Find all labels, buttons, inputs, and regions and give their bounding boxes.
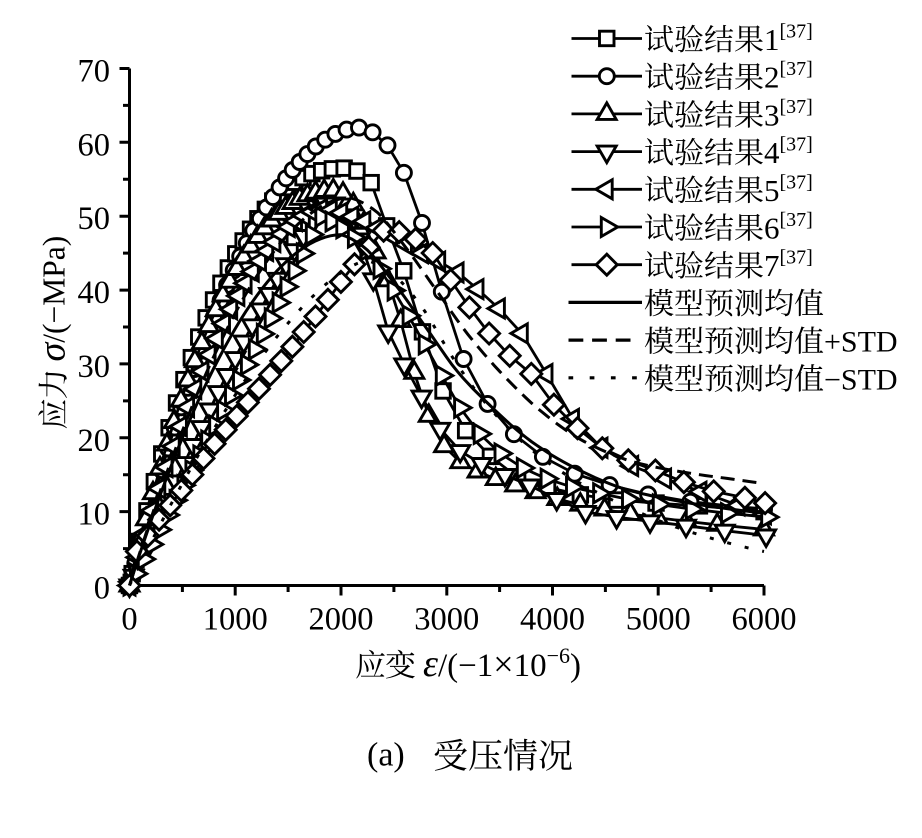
svg-text:+STD: +STD: [824, 326, 898, 359]
svg-text:50: 50: [78, 201, 111, 237]
svg-text:[37]: [37]: [780, 134, 813, 156]
svg-text:70: 70: [78, 54, 111, 90]
svg-text:[37]: [37]: [780, 96, 813, 118]
svg-text:5000: 5000: [626, 602, 691, 638]
svg-text:60: 60: [78, 127, 111, 163]
svg-text:7: 7: [764, 248, 780, 283]
svg-text:ε/(−1×10−6): ε/(−1×10−6): [423, 643, 581, 685]
svg-text:1: 1: [764, 22, 780, 57]
svg-text:4: 4: [764, 135, 780, 170]
svg-text:σ/(−MPa): σ/(−MPa): [32, 236, 74, 362]
svg-text:4000: 4000: [520, 602, 585, 638]
svg-text:0: 0: [121, 602, 137, 638]
svg-text:[37]: [37]: [780, 21, 813, 43]
svg-text:1000: 1000: [203, 602, 268, 638]
svg-text:30: 30: [78, 349, 111, 385]
svg-text:3: 3: [764, 97, 780, 132]
svg-text:2000: 2000: [309, 602, 374, 638]
svg-text:5: 5: [764, 173, 780, 208]
svg-text:[37]: [37]: [780, 171, 813, 193]
svg-text:6: 6: [764, 211, 780, 246]
svg-text:3000: 3000: [414, 602, 479, 638]
svg-text:40: 40: [78, 275, 111, 311]
svg-text:[37]: [37]: [780, 247, 813, 269]
svg-text:(a): (a): [367, 737, 405, 774]
svg-text:10: 10: [78, 497, 111, 533]
svg-text:0: 0: [94, 571, 110, 607]
svg-text:2: 2: [764, 60, 780, 95]
svg-text:[37]: [37]: [780, 58, 813, 80]
svg-text:[37]: [37]: [780, 209, 813, 231]
svg-text:−STD: −STD: [824, 363, 898, 396]
svg-text:20: 20: [78, 423, 111, 459]
svg-text:6000: 6000: [732, 602, 797, 638]
